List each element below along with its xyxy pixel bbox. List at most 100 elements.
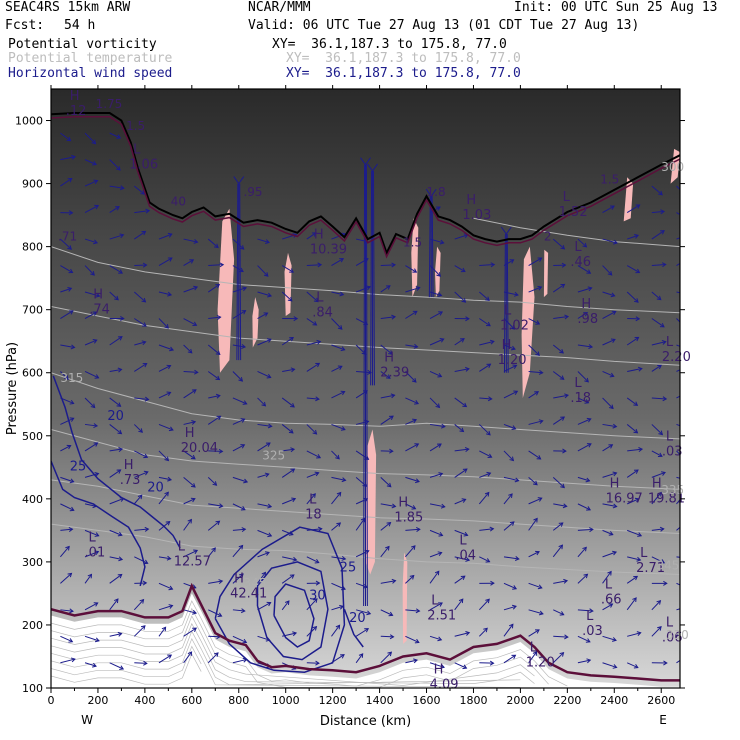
wind-vector-head [261, 401, 267, 407]
wind-vector [84, 265, 95, 276]
wind-vector [158, 556, 171, 560]
wind-vector [405, 476, 420, 483]
wind-vector [627, 448, 643, 452]
pv-extremum-value: .01 [85, 545, 106, 560]
wind-vector-head [560, 283, 566, 289]
wind-vector [134, 341, 146, 346]
wind-vector-head [68, 310, 74, 315]
wind-vector [306, 264, 322, 267]
wind-vector [134, 450, 148, 458]
wind-vector [60, 265, 73, 274]
wind-vector [306, 472, 319, 478]
wind-vector [60, 371, 69, 380]
wind-vector-head [312, 321, 318, 326]
wind-vector [109, 397, 121, 407]
pink-shaded-region [670, 148, 680, 184]
wind-vector-head [562, 503, 568, 509]
wind-vector [207, 477, 217, 486]
wind-vector [479, 397, 492, 400]
wind-vector [232, 635, 247, 643]
x-tick-label: 0 [48, 694, 55, 707]
wind-vector [183, 238, 198, 243]
wind-vector-head [168, 604, 174, 609]
wind-vector [626, 575, 638, 584]
wind-vector-head [366, 285, 371, 291]
wind-vector [331, 450, 340, 460]
wind-vector-head [168, 426, 174, 432]
wind-vector-head [514, 477, 520, 483]
wind-vector [355, 653, 364, 664]
wind-vector-head [193, 285, 199, 291]
field-xy-pv: XY= 36.1,187.3 to 175.8, 77.0 [272, 37, 507, 52]
wind-vector-head [584, 377, 589, 383]
wind-vector [676, 630, 680, 637]
wind-vector-head [118, 556, 124, 562]
strong-wind-vector [370, 170, 373, 386]
wind-vector-head [312, 625, 318, 631]
wind-vector-head [218, 579, 224, 584]
wind-vector-head [93, 179, 99, 185]
wind-vector-head [464, 447, 470, 452]
wind-vector-head [509, 521, 515, 526]
wind-vector [429, 552, 442, 558]
wind-vector-head [141, 297, 147, 303]
wind-vector-head [191, 420, 197, 425]
wind-vector [109, 469, 121, 478]
wind-vector-head [537, 257, 543, 262]
wind-vector-head [512, 364, 518, 369]
wind-vector-head [460, 267, 466, 273]
wind-vector-head [67, 572, 73, 578]
wind-vector-head [586, 658, 592, 664]
wind-vector [306, 556, 319, 564]
wind-vector [306, 397, 319, 400]
wind-vector [454, 556, 470, 561]
wind-vector-head [391, 503, 397, 509]
pv-extremum-value: .98 [577, 312, 598, 327]
pv-extremum-marker: H [502, 338, 512, 353]
wind-vector-head [458, 598, 464, 604]
wind-vector-head [538, 610, 544, 616]
wind-vector-head [316, 453, 322, 459]
y-tick-label: 700 [22, 304, 43, 317]
pv-extremum-marker: L [431, 593, 439, 608]
wind-vector [158, 491, 169, 505]
wind-vector [626, 597, 637, 611]
pv-extremum-marker: L [666, 335, 674, 350]
wind-vector [60, 287, 72, 293]
wind-vector [577, 476, 590, 482]
wind-vector-head [587, 286, 593, 292]
wind-vector-head [70, 344, 76, 350]
wind-vector [183, 477, 196, 488]
wind-vector-head [459, 427, 465, 433]
wind-vector-head [267, 423, 273, 429]
wind-vector-head [635, 204, 641, 209]
wind-vector-head [340, 390, 346, 396]
wind-vector-head [65, 545, 70, 551]
wind-vector-head [437, 292, 443, 297]
pv-shading-contour [51, 622, 535, 684]
wind-vector-head [391, 578, 397, 584]
wind-vector-head [315, 580, 321, 586]
wind-vector [577, 609, 593, 612]
wind-vector-head [69, 399, 75, 405]
wind-vector [528, 651, 538, 664]
valid-time: Valid: 06 UTC Tue 27 Aug 13 (01 CDT Tue … [248, 18, 640, 33]
wind-vector-head [67, 245, 72, 250]
wind-vector-head [340, 654, 345, 659]
wind-vector [429, 503, 445, 508]
wind-vector [454, 498, 466, 505]
wind-vector-head [633, 428, 639, 434]
wind-vector-head [192, 321, 198, 327]
pink-shaded-region [365, 429, 377, 575]
wind-vector-head [93, 602, 99, 607]
wind-vector-head [168, 585, 174, 591]
wind-vector [577, 418, 591, 425]
wind-vector-head [240, 608, 246, 614]
wind-vector [577, 503, 591, 511]
wind-vector-head [537, 584, 543, 590]
wind-vector-head [69, 417, 75, 422]
wind-vector-head [116, 469, 122, 474]
wind-vector [454, 424, 464, 432]
wind-vector-head [313, 297, 319, 303]
wind-vector [109, 159, 121, 171]
